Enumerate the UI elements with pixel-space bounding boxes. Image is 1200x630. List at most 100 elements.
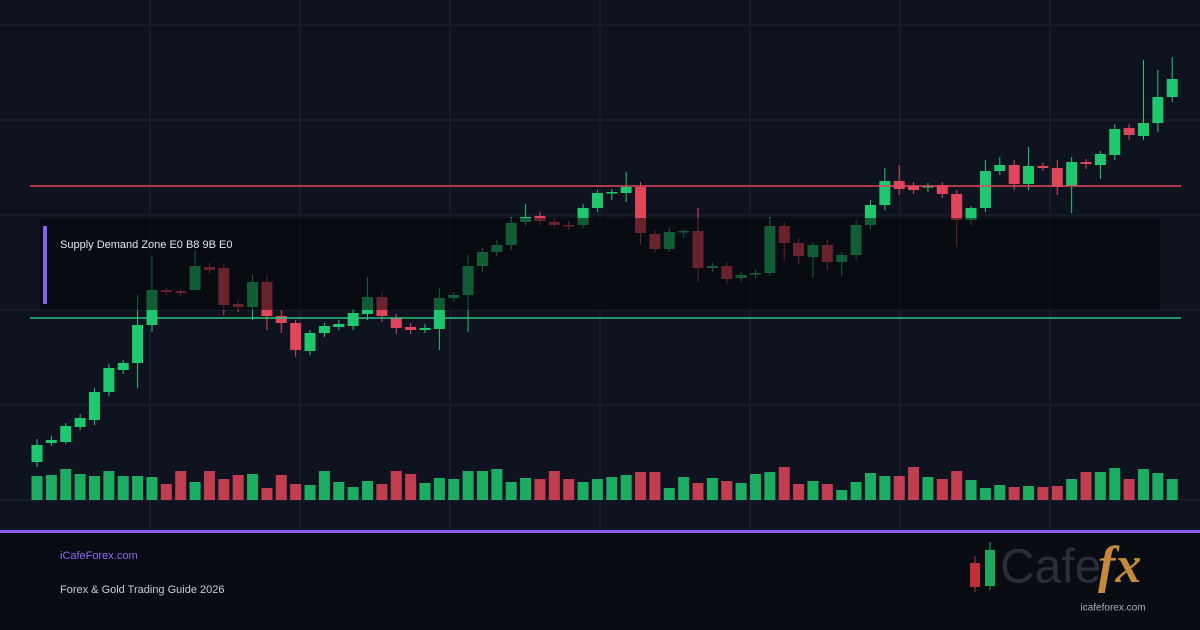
candle-body (1123, 128, 1135, 135)
volume-bar (1109, 468, 1121, 500)
volume-bar (117, 476, 129, 500)
candle-body (333, 324, 345, 327)
volume-bar (1023, 486, 1035, 500)
candle-body (117, 363, 129, 370)
volume-bar (1037, 487, 1049, 500)
candle-body (979, 171, 991, 208)
volume-bar (706, 478, 718, 500)
volume-bar (462, 471, 474, 500)
candle-body (1152, 97, 1164, 123)
candles (31, 57, 1178, 500)
candle-body (591, 193, 603, 208)
candle-body (1094, 154, 1106, 165)
overlay: Supply Demand Zone E0 B8 9B E0 (30, 185, 1181, 319)
volume-bar (793, 484, 805, 500)
candle-body (1023, 166, 1035, 184)
volume-bar (232, 475, 244, 500)
volume-bar (807, 481, 819, 500)
volume-bar (476, 471, 488, 500)
volume-bar (908, 467, 920, 500)
volume-bar (175, 471, 187, 500)
volume-bar (721, 481, 733, 500)
volume-bar (1152, 473, 1164, 500)
volume-bar (247, 474, 259, 500)
volume-bar (419, 483, 431, 500)
volume-bar (864, 473, 876, 500)
divider (0, 530, 1200, 533)
volume-bar (548, 471, 560, 500)
volume-bar (692, 483, 704, 500)
candle-body (275, 316, 287, 323)
candle-body (908, 186, 920, 190)
logo-accent: fx (1098, 537, 1141, 594)
volume-bar (448, 479, 460, 500)
candle-body (936, 185, 948, 194)
volume-bar (45, 475, 57, 500)
volume-bar (893, 476, 905, 500)
volume-bar (994, 485, 1006, 500)
candle-body (347, 313, 359, 326)
volume-bar (1137, 469, 1149, 500)
volume-bar (376, 484, 388, 500)
candle-body (318, 326, 330, 333)
volume-bar (433, 478, 445, 500)
volume-bar (850, 482, 862, 500)
volume-bar (591, 479, 603, 500)
volume-bar (74, 474, 86, 500)
volume-bar (649, 472, 661, 500)
logo: Cafe fx icafeforex.com (970, 537, 1146, 614)
candle-body (893, 181, 905, 189)
volume-bar (88, 476, 100, 500)
volume-bar (735, 483, 747, 500)
candle-body (994, 165, 1006, 171)
candle-body (390, 318, 402, 328)
volume-bar (362, 481, 374, 500)
candle-body (290, 323, 302, 350)
candle-body (620, 187, 632, 193)
candle-body (1166, 79, 1178, 97)
volume-bar (318, 471, 330, 500)
volume-bar (103, 471, 115, 500)
volume-bar (764, 472, 776, 500)
candle-body (419, 328, 431, 330)
zone-label: Supply Demand Zone E0 B8 9B E0 (60, 239, 232, 251)
volume-bar (1166, 479, 1178, 500)
volume-bar (160, 484, 172, 500)
volume-bar (290, 484, 302, 500)
volume-bar (563, 479, 575, 500)
candle-body (606, 192, 618, 194)
volume-bar (534, 479, 546, 500)
volume-bar (1080, 472, 1092, 500)
candle-body (74, 418, 86, 427)
volume-bar (951, 471, 963, 500)
volume-bar (132, 476, 144, 500)
volume-bar (1123, 479, 1135, 500)
candle-body (103, 368, 115, 392)
volume-bar (203, 471, 215, 500)
candle-body (433, 298, 445, 329)
candle-body (1037, 166, 1049, 168)
volume-bar (577, 482, 589, 500)
volume-bar (275, 475, 287, 500)
zone (40, 218, 1160, 310)
candle-body (1080, 162, 1092, 164)
volume-bar (405, 474, 417, 500)
candle-body (88, 392, 100, 420)
volume-bar (60, 469, 72, 500)
volume-bar (505, 482, 517, 500)
volume-bar (1094, 472, 1106, 500)
logo-icon (970, 563, 980, 587)
zone-marker (43, 226, 47, 304)
volume-bar (1051, 486, 1063, 500)
candle-body (405, 327, 417, 330)
volume-bar (922, 477, 934, 500)
volume-bar (189, 482, 201, 500)
volume-bar (146, 477, 158, 500)
volume-bar (979, 488, 991, 500)
volume-bar (836, 490, 848, 500)
candle-body (1008, 165, 1020, 184)
logo-url: icafeforex.com (1080, 603, 1145, 614)
candle-body (132, 325, 144, 363)
volume-bar (520, 478, 532, 500)
